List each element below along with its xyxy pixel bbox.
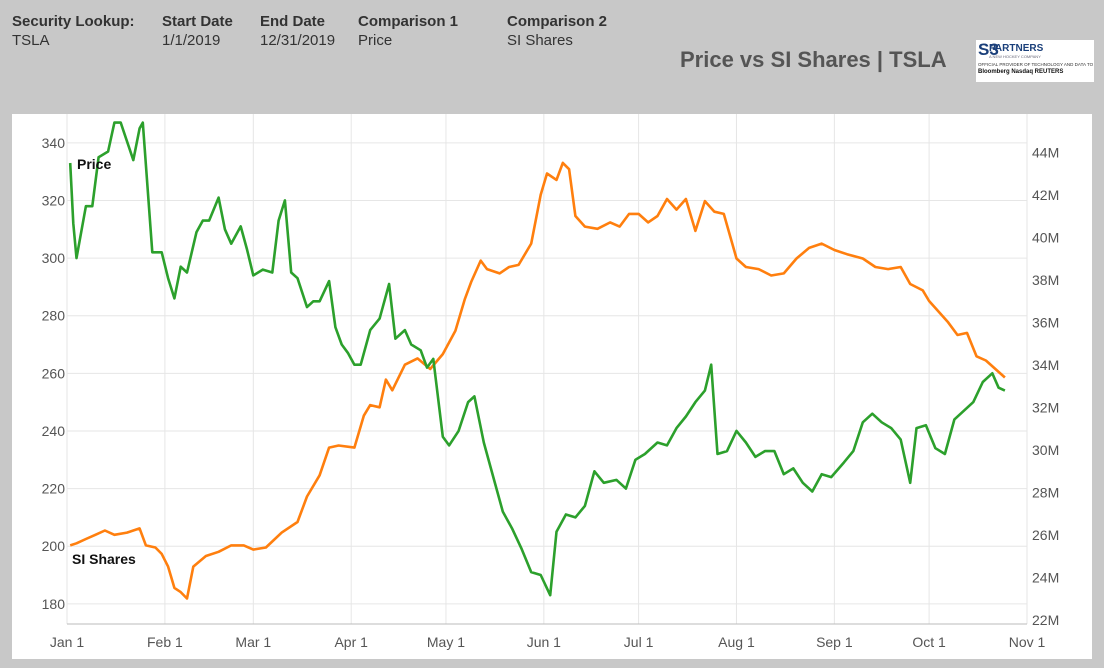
y-left-tick-label: 320 xyxy=(42,192,66,208)
chart-title: Price vs SI Shares | TSLA xyxy=(680,47,947,72)
price-series-label: Price xyxy=(77,156,111,172)
si-shares-series-line xyxy=(69,161,1006,600)
x-tick-label: Sep 1 xyxy=(816,634,853,650)
comparison-1-field[interactable]: Comparison 1 Price xyxy=(358,12,458,50)
x-tick-label: Aug 1 xyxy=(718,634,755,650)
price-series-line xyxy=(68,121,1006,597)
y-right-tick-label: 32M xyxy=(1032,399,1059,415)
y-left-tick-label: 200 xyxy=(42,538,66,554)
s3-partners-logo: S3 PARTNERS A NEW HOCKEY COMPANY OFFICIA… xyxy=(976,40,1094,82)
comparison-1-value[interactable]: Price xyxy=(358,32,393,49)
y-left-tick-label: 180 xyxy=(42,596,66,612)
y-right-tick-label: 34M xyxy=(1032,357,1059,373)
end-date-value[interactable]: 12/31/2019 xyxy=(260,32,336,49)
y-right-tick-label: 30M xyxy=(1032,442,1059,458)
y-right-tick-label: 26M xyxy=(1032,527,1059,543)
start-date-field[interactable]: Start Date 1/1/2019 xyxy=(162,12,233,50)
y-right-tick-label: 44M xyxy=(1032,144,1059,160)
start-date-value[interactable]: 1/1/2019 xyxy=(162,32,221,49)
x-tick-label: Jun 1 xyxy=(527,634,561,650)
price-vs-si-chart: 180 200 220 240 260 280 300 320 340 22M 24M 26M 28M… xyxy=(42,114,1059,650)
logo-partners: Bloomberg Nasdaq REUTERS xyxy=(978,69,1064,75)
gridlines xyxy=(66,114,1028,624)
chart-panel: 180 200 220 240 260 280 300 320 340 22M 24M 26M 28M… xyxy=(12,114,1092,659)
y-left-tick-label: 300 xyxy=(42,250,66,266)
x-tick-label: Oct 1 xyxy=(912,634,946,650)
logo-name: PARTNERS xyxy=(989,43,1044,54)
x-tick-label: Jul 1 xyxy=(624,634,654,650)
security-lookup-label: Security Lookup: xyxy=(12,13,135,30)
security-lookup-field[interactable]: Security Lookup: TSLA xyxy=(12,12,135,50)
y-right-tick-label: 42M xyxy=(1032,187,1059,203)
end-date-label: End Date xyxy=(260,13,326,30)
comparison-2-field[interactable]: Comparison 2 SI Shares xyxy=(507,12,607,50)
x-tick-label: Nov 1 xyxy=(1009,634,1046,650)
start-date-label: Start Date xyxy=(162,13,233,30)
logo-subtitle: OFFICIAL PROVIDER OF TECHNOLOGY AND DATA… xyxy=(978,62,1094,67)
x-tick-label: Jan 1 xyxy=(50,634,84,650)
x-tick-label: Apr 1 xyxy=(334,634,368,650)
comparison-2-label: Comparison 2 xyxy=(507,13,608,30)
y-right-tick-label: 24M xyxy=(1032,569,1059,585)
comparison-1-label: Comparison 1 xyxy=(358,13,459,30)
y-left-tick-label: 260 xyxy=(42,365,66,381)
y-left-tick-label: 280 xyxy=(42,308,66,324)
left-y-axis: 180 200 220 240 260 280 300 320 340 xyxy=(42,135,66,612)
end-date-field[interactable]: End Date 12/31/2019 xyxy=(260,12,335,50)
y-left-tick-label: 340 xyxy=(42,135,66,151)
y-left-tick-label: 220 xyxy=(42,481,66,497)
x-tick-label: Feb 1 xyxy=(147,634,183,650)
y-right-tick-label: 22M xyxy=(1032,612,1059,628)
y-right-tick-label: 40M xyxy=(1032,229,1059,245)
logo-tagline: A NEW HOCKEY COMPANY xyxy=(989,54,1041,59)
x-tick-label: Mar 1 xyxy=(235,634,271,650)
x-tick-label: May 1 xyxy=(427,634,465,650)
logo-mark: S3 xyxy=(978,40,999,59)
si-shares-series-label: SI Shares xyxy=(72,551,136,567)
y-right-tick-label: 28M xyxy=(1032,484,1059,500)
y-left-tick-label: 240 xyxy=(42,423,66,439)
y-right-tick-label: 36M xyxy=(1032,314,1059,330)
y-right-tick-label: 38M xyxy=(1032,272,1059,288)
x-axis-ticks: Jan 1 Feb 1 Mar 1 Apr 1 May 1 Jun 1 Jul 1 Aug 1… xyxy=(50,634,1046,650)
security-lookup-value[interactable]: TSLA xyxy=(12,32,50,49)
comparison-2-value[interactable]: SI Shares xyxy=(507,32,573,49)
right-y-axis: 22M 24M 26M 28M 30M 32M 34M 36M 38M 40M 42M 44M xyxy=(1032,144,1059,628)
